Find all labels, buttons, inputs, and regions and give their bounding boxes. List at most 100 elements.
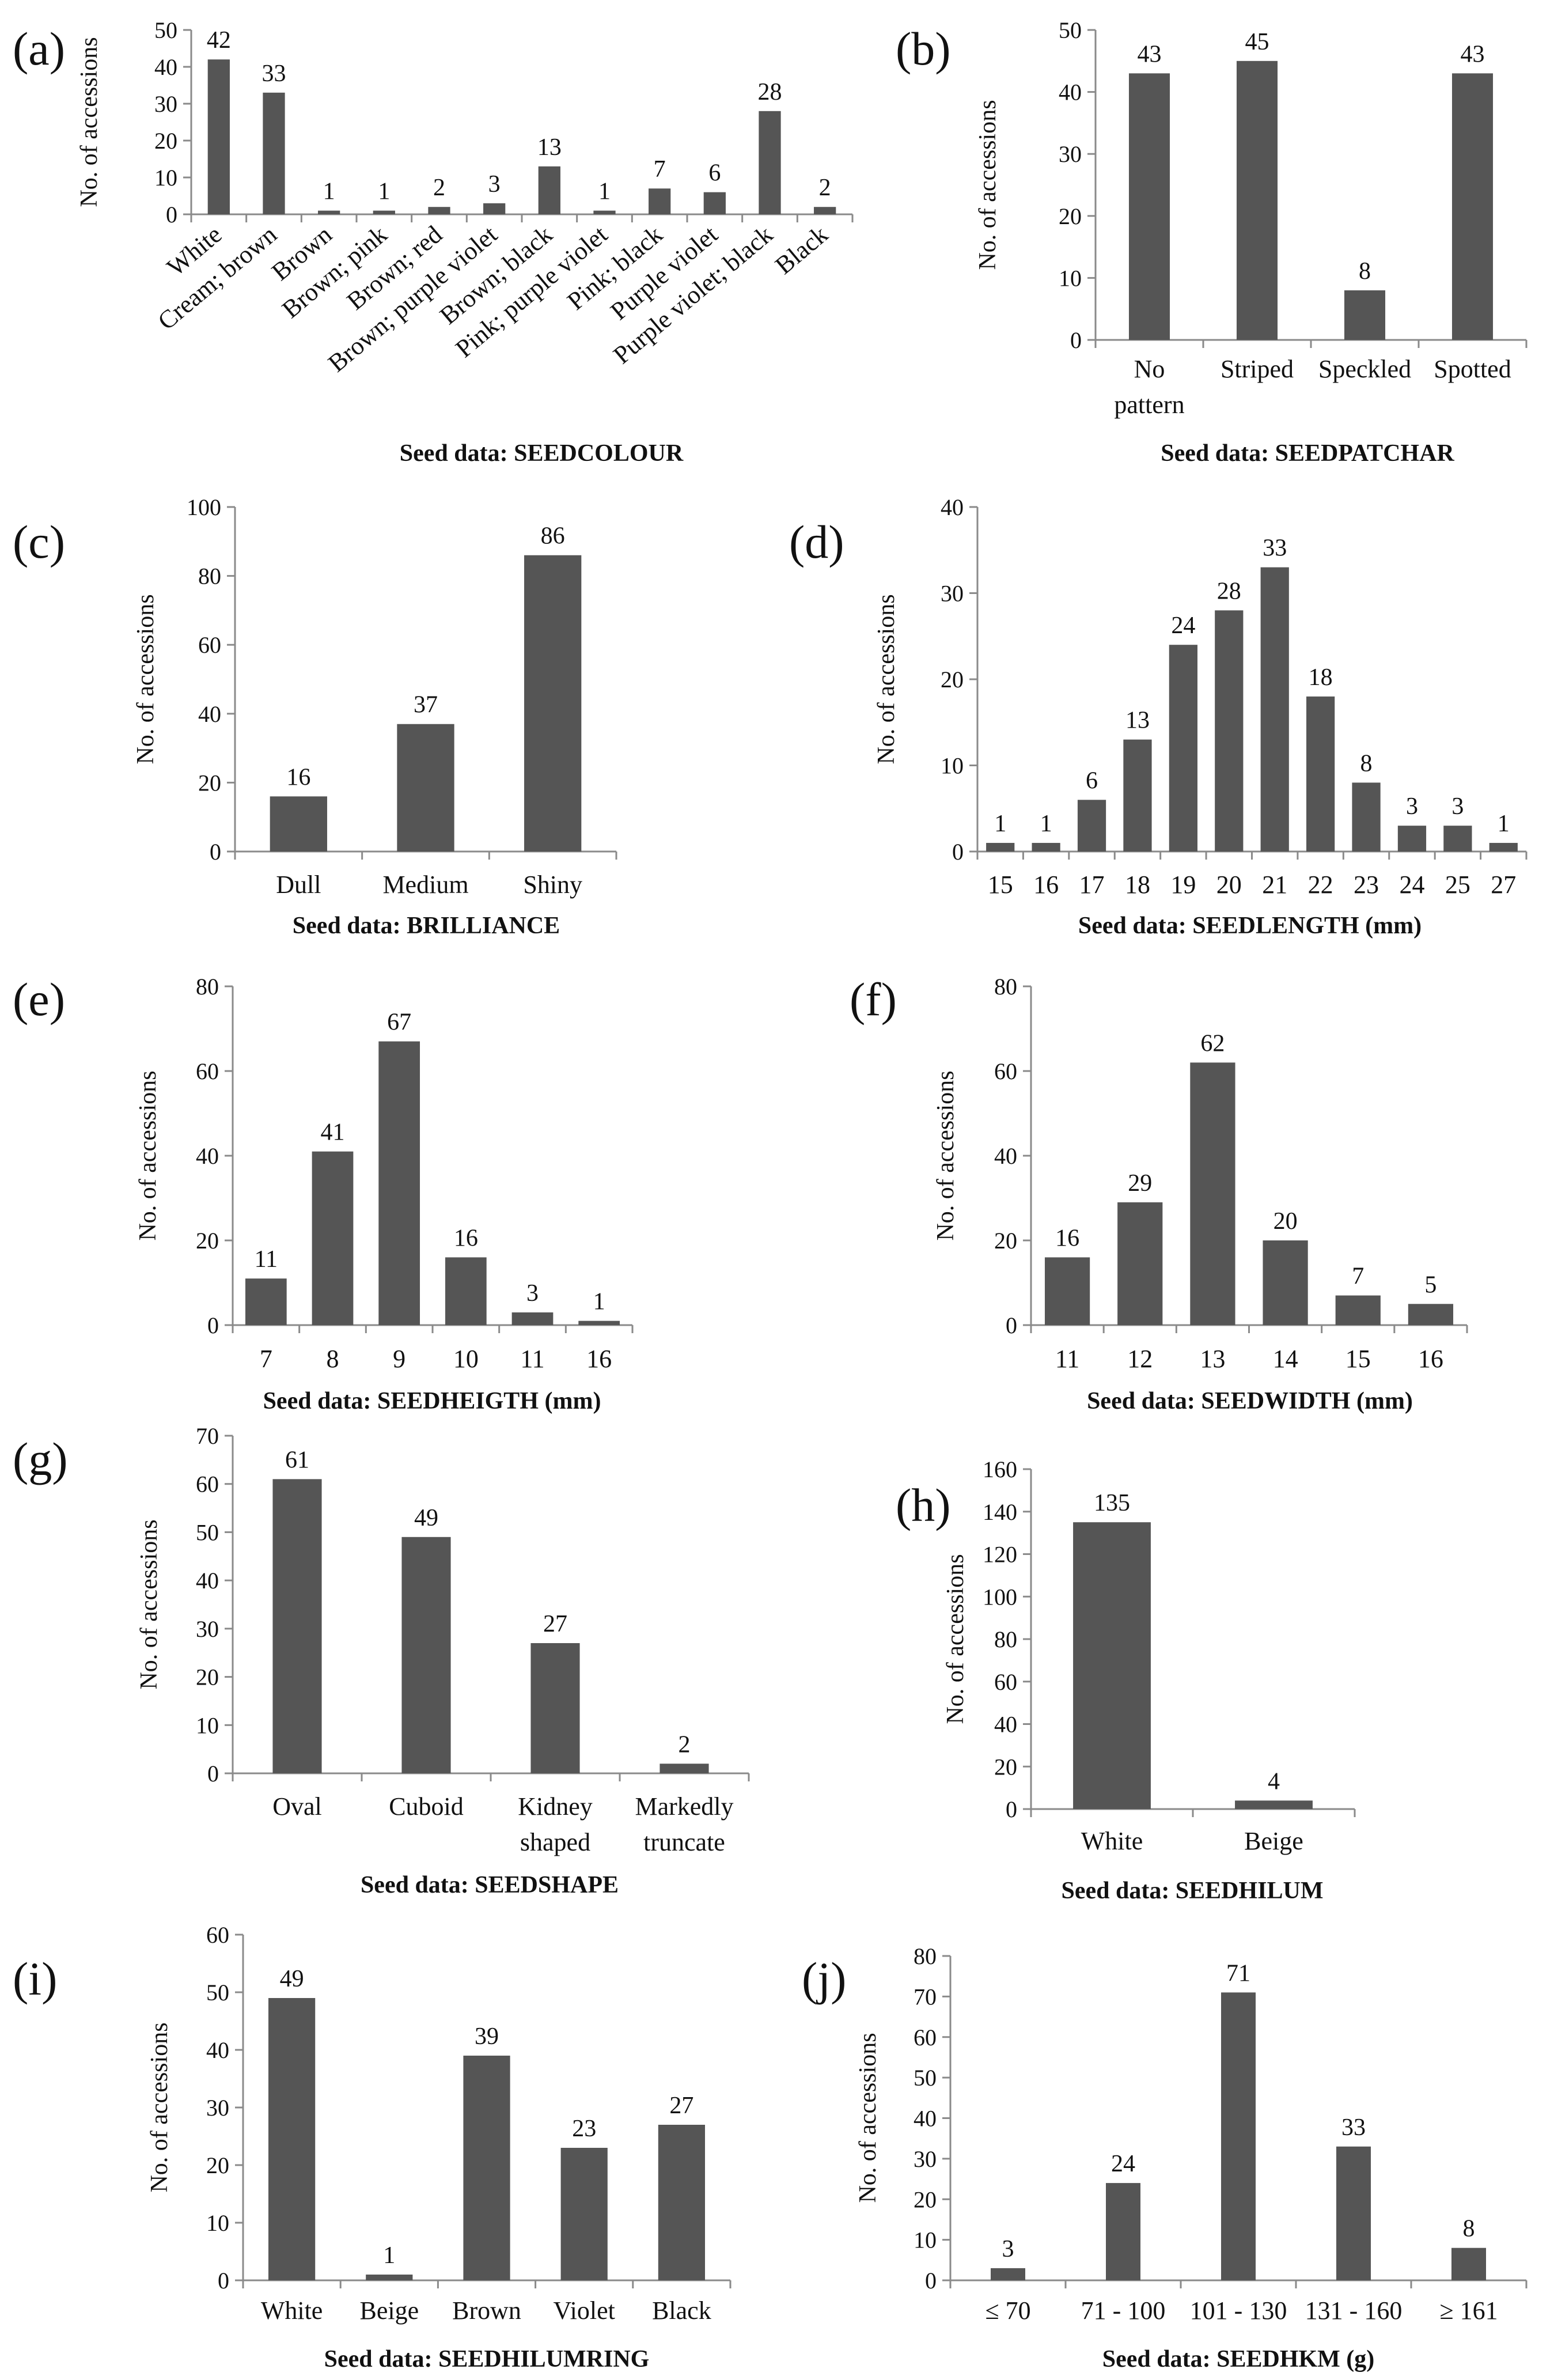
x-tick-label-line: Kidney — [518, 1792, 593, 1821]
y-tick-label: 0 — [925, 2268, 937, 2294]
y-tick-label: 30 — [914, 2146, 937, 2172]
x-tick-label: 8 — [327, 1345, 339, 1373]
x-tick-label: 10 — [453, 1345, 479, 1373]
x-tick-label: ≥ 161 — [1439, 2296, 1498, 2325]
y-tick-label: 0 — [210, 839, 221, 865]
bar — [318, 210, 340, 214]
data-label: 62 — [1200, 1030, 1225, 1057]
bar — [378, 1041, 420, 1325]
y-tick-label: 40 — [941, 494, 964, 520]
x-tick-label: Dull — [276, 871, 321, 899]
bar — [270, 796, 327, 852]
y-tick-label: 30 — [941, 581, 964, 607]
y-axis-title: No. of accessions — [146, 2022, 173, 2192]
data-label: 3 — [1451, 793, 1464, 820]
x-tick-label: 17 — [1079, 871, 1105, 899]
bar — [658, 2125, 706, 2280]
x-tick-label: Striped — [1221, 355, 1294, 383]
x-tick-label: 15 — [1345, 1345, 1371, 1373]
x-tick-label: 14 — [1273, 1345, 1298, 1373]
chart-panel-h: (h) 0 20 40 60 80 100 120 140 160 135 White 4 Beige No… — [896, 1456, 1356, 1904]
chart-panel-g: (g) 0 10 20 30 40 50 60 70 61 Oval 49 Cuboid 27 Kidney… — [13, 1423, 750, 1898]
data-label: 27 — [543, 1611, 567, 1637]
x-tick-label: Beige — [359, 2296, 419, 2325]
bar — [524, 555, 582, 852]
data-label: 28 — [1217, 578, 1241, 604]
bar — [659, 1764, 709, 1773]
bar — [312, 1151, 354, 1325]
y-tick-label: 70 — [914, 1984, 937, 2010]
data-label: 11 — [255, 1246, 278, 1273]
y-tick-label: 30 — [154, 91, 177, 117]
bar — [991, 2268, 1025, 2280]
x-tick-label: 9 — [393, 1345, 405, 1373]
data-label: 6 — [708, 160, 721, 187]
bar — [814, 207, 836, 214]
y-tick-label: 20 — [994, 1228, 1017, 1254]
y-tick-label: 60 — [196, 1058, 219, 1084]
y-tick-label: 60 — [206, 1922, 229, 1948]
x-tick-label: 21 — [1262, 871, 1287, 899]
data-label: 1 — [994, 811, 1006, 837]
x-tick-label: Shiny — [523, 871, 582, 899]
x-tick-label: Markedly truncate — [635, 1792, 733, 1856]
data-label: 29 — [1128, 1170, 1152, 1197]
y-tick-label: 0 — [207, 1312, 219, 1338]
y-tick-label: 60 — [994, 1058, 1017, 1084]
x-axis-title: Seed data: BRILLIANCE — [293, 913, 560, 939]
bar — [1190, 1062, 1235, 1325]
data-label: 67 — [387, 1009, 411, 1036]
data-label: 16 — [454, 1225, 478, 1251]
x-tick-label: 12 — [1127, 1345, 1153, 1373]
bar — [1451, 2247, 1486, 2280]
x-tick-label: Brown — [452, 2296, 521, 2325]
y-tick-label: 40 — [994, 1143, 1017, 1169]
data-label: 42 — [207, 27, 231, 54]
data-label: 33 — [262, 60, 286, 87]
x-tick-label-line: shaped — [520, 1828, 590, 1856]
x-tick-label: No pattern — [1114, 355, 1184, 419]
x-tick-label: Cuboid — [389, 1792, 464, 1821]
y-tick-label: 160 — [983, 1456, 1017, 1482]
bar — [263, 92, 285, 214]
y-tick-label: 120 — [983, 1542, 1017, 1568]
y-tick-label: 20 — [198, 770, 221, 796]
x-tick-label: 11 — [520, 1345, 544, 1373]
data-label: 1 — [1040, 811, 1052, 837]
bar — [1443, 826, 1472, 852]
data-label: 13 — [1125, 707, 1150, 734]
y-axis-title: No. of accessions — [76, 37, 103, 207]
data-label: 4 — [1268, 1768, 1280, 1795]
y-tick-label: 10 — [1059, 265, 1082, 291]
data-label: 33 — [1341, 2114, 1366, 2141]
x-tick-label: Kidney shaped — [518, 1792, 593, 1856]
bar — [511, 1312, 554, 1325]
y-tick-label: 20 — [196, 1664, 219, 1690]
data-label: 43 — [1138, 41, 1162, 67]
data-label: 23 — [572, 2116, 596, 2142]
y-tick-label: 10 — [154, 165, 177, 191]
x-tick-label: 23 — [1354, 871, 1379, 899]
data-label: 20 — [1273, 1208, 1298, 1235]
y-tick-label: 50 — [206, 1980, 229, 2006]
y-tick-label: 0 — [1006, 1312, 1017, 1338]
y-tick-label: 10 — [206, 2210, 229, 2236]
x-tick-label: 71 - 100 — [1081, 2296, 1166, 2325]
bar — [1336, 2146, 1371, 2280]
data-label: 71 — [1226, 1960, 1250, 1987]
bar — [1408, 1304, 1454, 1325]
x-axis-title: Seed data: SEEDHILUMRING — [324, 2346, 650, 2373]
x-tick-label-line: truncate — [643, 1828, 725, 1856]
x-tick-label: 7 — [260, 1345, 272, 1373]
bar — [986, 843, 1015, 852]
bar — [1221, 1992, 1256, 2280]
y-tick-label: 20 — [206, 2152, 229, 2178]
y-tick-label: 30 — [1059, 141, 1082, 167]
y-tick-label: 0 — [1070, 327, 1082, 353]
bar — [1169, 645, 1197, 852]
y-axis-title: No. of accessions — [975, 100, 1001, 270]
y-tick-label: 40 — [154, 54, 177, 80]
y-tick-label: 60 — [994, 1669, 1017, 1695]
x-tick-label: 27 — [1491, 871, 1516, 899]
